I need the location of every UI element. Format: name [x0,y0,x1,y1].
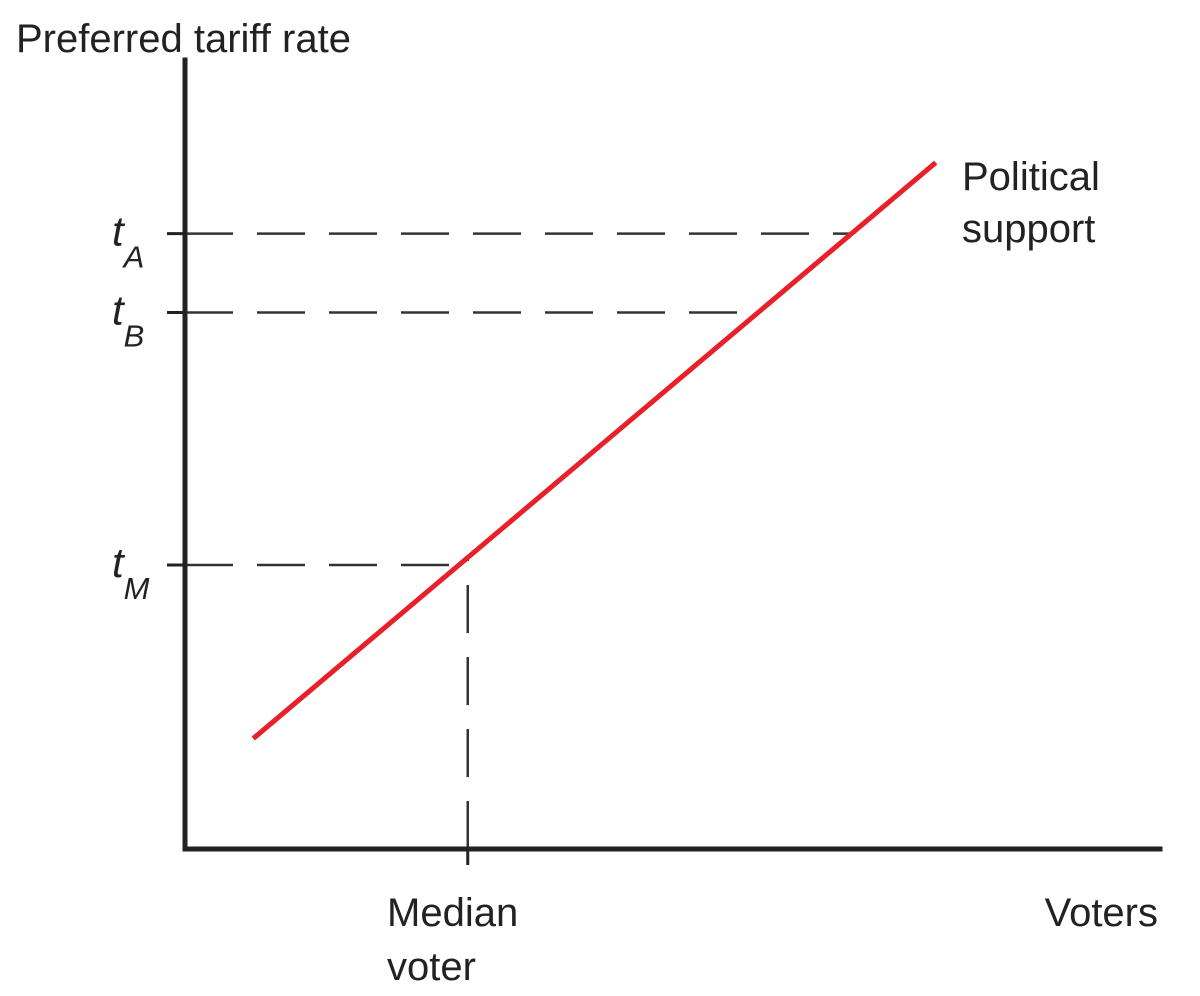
political-support-line [251,160,938,741]
guide-lines [185,232,852,849]
tick-group: tA tB tM Median voter [112,208,518,989]
x-tick-label-median-voter: Median voter [387,891,518,989]
y-tick-label-m: tM [112,539,150,606]
y-axis-title: Preferred tariff rate [16,17,351,61]
political-support-label: Political support [962,155,1100,251]
y-tick-label-a: tA [112,208,144,275]
x-axis-title: Voters [1045,891,1158,935]
y-tick-label-b: tB [112,286,144,353]
series-group: Political support [251,155,1100,741]
